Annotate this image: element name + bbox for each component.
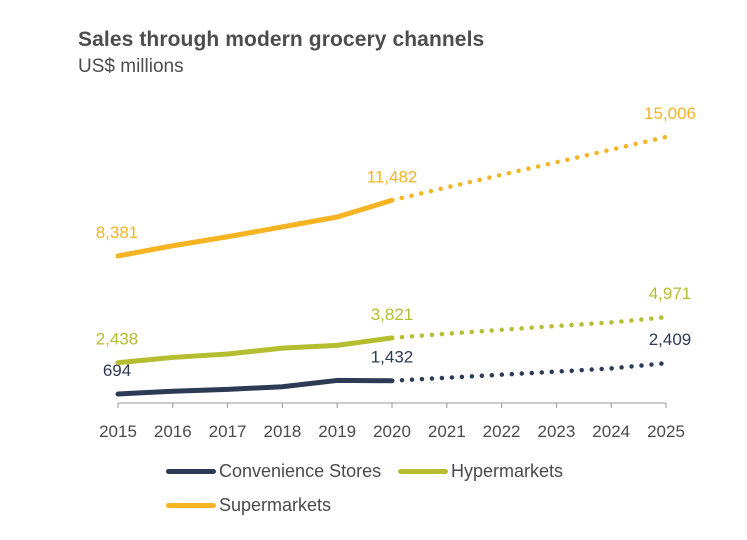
series-line-convenience-stores	[115, 377, 395, 397]
data-label-convenience-stores-2015: 694	[103, 361, 131, 380]
legend-swatch-convenience-stores	[166, 469, 216, 474]
x-tick-label-2022: 2022	[483, 422, 521, 441]
x-tick-label-2019: 2019	[318, 422, 356, 441]
series-forecast-line-convenience-stores	[389, 360, 669, 383]
data-label-supermarkets-2020: 11,482	[367, 167, 418, 186]
legend-item-convenience-stores: Convenience Stores	[166, 461, 381, 482]
legend-item-supermarkets: Supermarkets	[166, 495, 331, 516]
data-label-convenience-stores-2020: 1,432	[371, 348, 414, 367]
legend-swatch-supermarkets	[166, 503, 216, 508]
legend-swatch-hypermarkets	[398, 469, 448, 474]
data-label-convenience-stores-2025: 2,409	[649, 330, 692, 349]
x-tick-label-2021: 2021	[428, 422, 466, 441]
series-forecast-line-supermarkets	[389, 134, 669, 203]
series-line-supermarkets	[115, 197, 395, 259]
legend-label-supermarkets: Supermarkets	[219, 495, 332, 515]
x-tick-label-2015: 2015	[99, 422, 137, 441]
legend-item-hypermarkets: Hypermarkets	[398, 461, 563, 482]
data-label-hypermarkets-2025: 4,971	[649, 284, 692, 303]
data-label-supermarkets-2015: 8,381	[96, 223, 139, 242]
chart-title: Sales through modern grocery channels	[78, 28, 485, 51]
series-forecast-line-hypermarkets	[389, 314, 669, 341]
legend-label-convenience-stores: Convenience Stores	[219, 461, 382, 481]
x-tick-label-2020: 2020	[373, 422, 411, 441]
x-tick-label-2023: 2023	[537, 422, 575, 441]
series-line-hypermarkets	[115, 335, 395, 366]
x-tick-label-2024: 2024	[592, 422, 630, 441]
x-tick-label-2016: 2016	[154, 422, 192, 441]
data-label-supermarkets-2025: 15,006	[644, 104, 696, 123]
x-tick-label-2025: 2025	[647, 422, 685, 441]
x-tick-label-2017: 2017	[209, 422, 247, 441]
x-tick-label-2018: 2018	[263, 422, 301, 441]
data-label-hypermarkets-2020: 3,821	[371, 305, 414, 324]
legend-label-hypermarkets: Hypermarkets	[451, 461, 564, 481]
chart-subtitle: US$ millions	[78, 56, 184, 77]
data-label-hypermarkets-2015: 2,438	[96, 330, 139, 349]
